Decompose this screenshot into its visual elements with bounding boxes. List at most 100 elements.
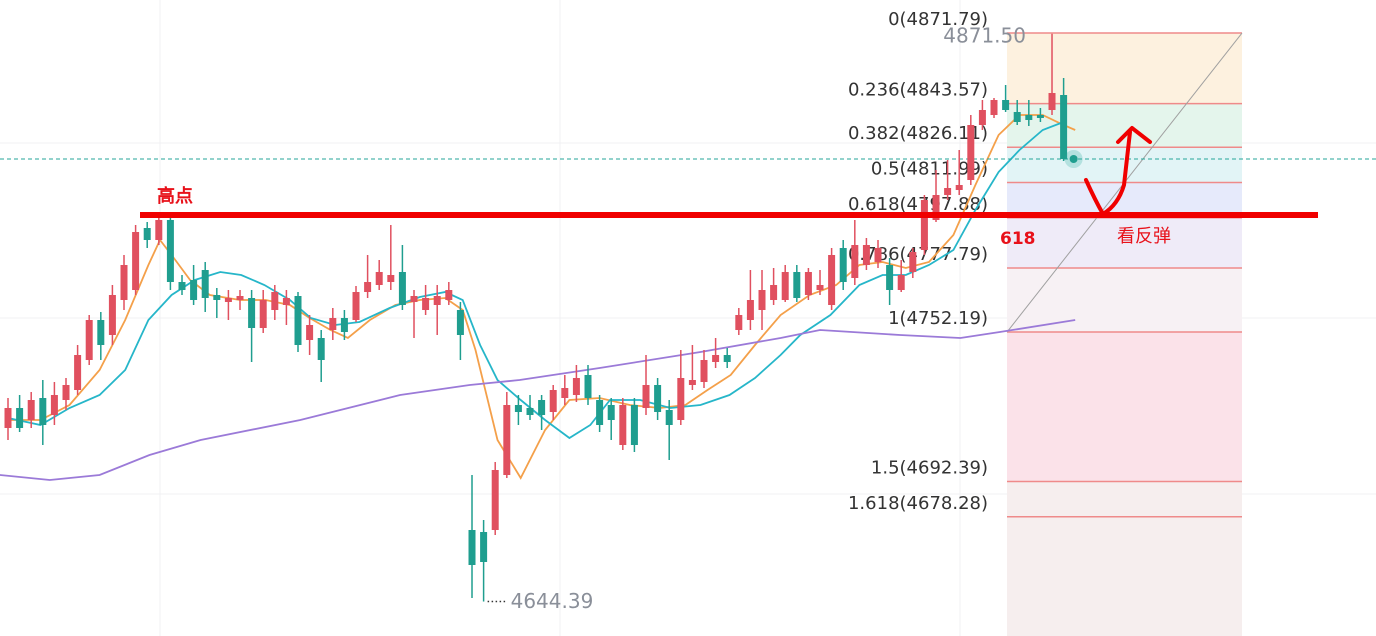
candle-body [561,388,569,398]
candle-body [108,295,116,335]
candle-body [746,300,754,320]
fib-label: 1(4752.19) [888,308,988,329]
candle-body [978,110,986,125]
candle-body [955,185,963,190]
candle-body [920,200,928,250]
candle-body [839,248,847,282]
candle-body [178,282,186,290]
candle-body [596,400,604,425]
candle-body [375,272,383,285]
candle-body [584,375,592,398]
candle-body [862,245,870,265]
fib-label: 1.618(4678.28) [848,493,988,514]
candle-body [630,405,638,445]
candle-body [410,296,418,302]
candle-body [781,272,789,300]
candle-body [85,320,93,360]
candle-body [468,530,476,565]
fib-label: 0(4871.79) [888,9,988,30]
candle-body [259,300,267,328]
candle-body [27,400,35,420]
candle-body [816,285,824,290]
candle-body [712,355,720,362]
candle-body [700,360,708,382]
fib-band [1007,33,1242,104]
high-label: 4871.50 [943,23,1026,47]
candle-body [1048,93,1056,110]
fib-label: 1.5(4692.39) [871,458,988,479]
candle-body [445,290,453,300]
candle-body [723,355,731,362]
candle-body [433,296,441,305]
fib-band [1007,103,1242,148]
candle-body [642,385,650,408]
low-label: 4644.39 [511,589,594,613]
candle-body [155,220,163,240]
candle-body [851,245,859,278]
candle-body [770,285,778,300]
candle-body [4,408,12,428]
candle-body [886,265,894,290]
candle-body [967,125,975,180]
candle-body [364,282,372,292]
candle-body [317,338,325,360]
candle-body [735,315,743,330]
annotation: 高点 [157,185,193,207]
candle-body [340,318,348,332]
annotation: 看反弹 [1117,226,1171,247]
candle-body [74,355,82,390]
candle-body [39,398,47,425]
candle-body [190,280,198,300]
candle-body [804,272,812,295]
ma-line [0,319,1076,481]
candle-body [503,405,511,475]
candle-body [549,390,557,412]
candle-body [282,298,290,305]
candle-body [132,232,140,290]
candle-body [514,405,522,412]
candle-body [201,270,209,298]
candle-body [213,295,221,300]
candle-body [50,395,58,415]
fib-label: 0.382(4826.11) [848,123,988,144]
candle-body [897,275,905,290]
candle-body [329,318,337,330]
candle-body [16,408,24,428]
candle-body [932,195,940,220]
candle-body [224,298,232,302]
candle-body [422,298,430,310]
candle-body [456,310,464,335]
candle-body [619,405,627,445]
candle-body [1025,115,1033,120]
candle-body [538,400,546,415]
candle-body [909,252,917,272]
candle-body [572,378,580,395]
candle-body [526,408,534,415]
fib-label: 0.618(4797.88) [848,194,988,215]
candle-body [398,272,406,305]
candle-body [1060,95,1068,159]
candle-body [688,380,696,385]
candle-body [944,188,952,195]
candle-body [990,100,998,115]
candle-body [120,265,128,300]
candle-body [306,325,314,340]
fib-band [1007,217,1242,269]
candle-body [62,385,70,400]
fibonacci: 0(4871.79) 0.236(4843.57) 0.382(4826.11) 0.… [848,9,1243,636]
candle-body [1002,100,1010,110]
candle-body [874,248,882,262]
candle-body [758,290,766,310]
candle-body [352,292,360,320]
annotations-layer: 高点 618 看反弹 4871.50 4644.39 [140,23,1318,613]
candle-body [480,532,488,562]
candle-body [654,385,662,412]
candle-body [97,320,105,345]
annotation: 618 [1000,229,1036,249]
candle-body [248,298,256,328]
candle-body [607,405,615,420]
candle-body [271,292,279,310]
candle-body [236,296,244,300]
